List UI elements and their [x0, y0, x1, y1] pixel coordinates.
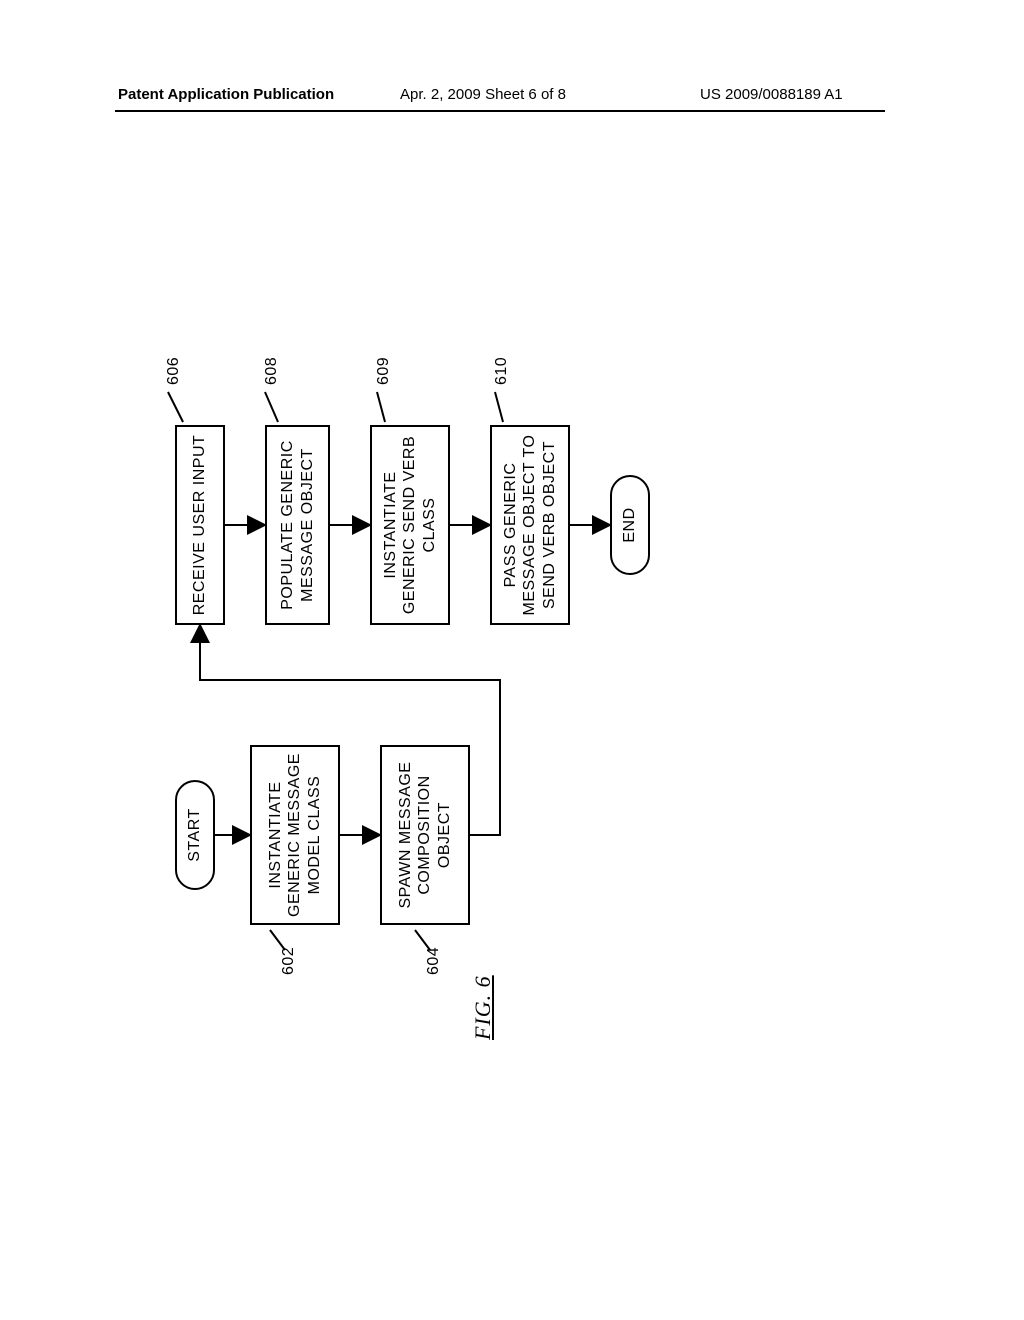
- header-right: US 2009/0088189 A1: [700, 86, 843, 103]
- flow-node-n602: INSTANTIATE GENERIC MESSAGE MODEL CLASS: [250, 745, 340, 925]
- ref-label-608: 608: [263, 357, 281, 385]
- flow-node-n604: SPAWN MESSAGE COMPOSITION OBJECT: [380, 745, 470, 925]
- flow-node-n608: POPULATE GENERIC MESSAGE OBJECT: [265, 425, 330, 625]
- ref-label-604: 604: [425, 947, 443, 975]
- flow-node-n610: PASS GENERIC MESSAGE OBJECT TO SEND VERB…: [490, 425, 570, 625]
- header-left: Patent Application Publication: [118, 86, 334, 103]
- flowchart-diagram: START INSTANTIATE GENERIC MESSAGE MODEL C…: [135, 330, 775, 970]
- flow-node-n606: RECEIVE USER INPUT: [175, 425, 225, 625]
- header-rule: [115, 110, 885, 112]
- figure-label: FIG. 6: [470, 975, 496, 1040]
- ref-label-609: 609: [375, 357, 393, 385]
- ref-label-602: 602: [280, 947, 298, 975]
- ref-label-610: 610: [493, 357, 511, 385]
- flow-node-end: END: [610, 475, 650, 575]
- header-center: Apr. 2, 2009 Sheet 6 of 8: [400, 86, 566, 103]
- flow-node-n609: INSTANTIATE GENERIC SEND VERB CLASS: [370, 425, 450, 625]
- ref-label-606: 606: [165, 357, 183, 385]
- flow-node-start: START: [175, 780, 215, 890]
